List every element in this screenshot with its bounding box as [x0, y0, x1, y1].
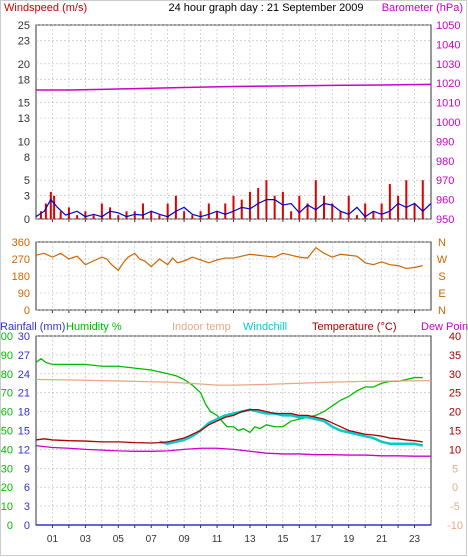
rain-tick: 3: [24, 501, 30, 513]
y-left-tick: 20: [18, 59, 30, 71]
humidity-tick: 30: [1, 463, 13, 475]
y-left-tick: 3: [24, 191, 30, 203]
y-right-tick: 1020: [436, 78, 460, 90]
humidity-tick: 10: [1, 501, 13, 513]
y-right-tick: 970: [436, 175, 454, 187]
x-tick-label: 11: [212, 534, 223, 545]
dew-point-line: [35, 444, 431, 457]
y-left-tick: 15: [18, 98, 30, 110]
y-left-tick: 5: [24, 175, 30, 187]
y-right-tick: 1050: [436, 20, 460, 32]
wind-direction-line: [35, 246, 423, 272]
rain-tick: 30: [18, 331, 30, 343]
y-right-tick: 960: [436, 195, 454, 207]
temp-tick: 15: [449, 426, 461, 438]
legend-item: Windchill: [243, 321, 287, 333]
temp-tick: -10: [447, 520, 463, 532]
rain-tick: 6: [24, 482, 30, 494]
legend-item: Humidity %: [66, 321, 122, 333]
chart-title: 24 hour graph day : 21 September 2009: [168, 2, 363, 14]
rain-tick: 0: [24, 520, 30, 532]
x-tick-label: 23: [409, 534, 421, 545]
y-left-tick: 8: [24, 152, 30, 164]
dir-left-tick: 90: [18, 288, 30, 300]
y-right-tick: 950: [436, 214, 454, 226]
y-left-tick: 23: [18, 36, 30, 48]
x-tick-label: 01: [47, 534, 59, 545]
dir-right-tick: E: [438, 288, 445, 300]
x-tick-label: 03: [80, 534, 92, 545]
right-axis-title: Barometer (hPa): [382, 2, 463, 14]
temp-tick: 35: [449, 350, 461, 362]
y-right-tick: 1040: [436, 39, 460, 51]
dir-left-tick: 180: [12, 271, 30, 283]
y-left-tick: 18: [18, 74, 30, 86]
temp-tick: 0: [452, 482, 458, 494]
rain-tick: 27: [18, 350, 30, 362]
humidity-tick: 100: [0, 331, 13, 343]
rain-tick: 12: [18, 444, 30, 456]
temp-tick: 40: [449, 331, 461, 343]
dir-left-tick: 0: [24, 305, 30, 317]
rain-tick: 9: [24, 463, 30, 475]
humidity-tick: 70: [1, 388, 13, 400]
avg-wind-line: [35, 198, 432, 218]
dir-left-tick: 270: [12, 254, 30, 266]
legend-item: Dew Point: [421, 321, 468, 333]
y-left-tick: 13: [18, 113, 30, 125]
barometer-line: [36, 83, 432, 91]
rain-tick: 18: [18, 407, 30, 419]
humidity-tick: 40: [1, 444, 13, 456]
temp-tick: 5: [452, 463, 458, 475]
x-tick-label: 15: [277, 534, 289, 545]
left-axis-title: Windspeed (m/s): [4, 2, 87, 14]
x-tick-label: 13: [244, 534, 256, 545]
x-tick-label: 07: [146, 534, 158, 545]
x-tick-label: 09: [179, 534, 191, 545]
y-right-tick: 980: [436, 156, 454, 168]
y-right-tick: 1000: [436, 117, 460, 129]
legend-item: Temperature (°C): [312, 321, 396, 333]
dir-right-tick: N: [438, 237, 446, 249]
humidity-tick: 80: [1, 369, 13, 381]
humidity-line: [35, 357, 423, 434]
humidity-tick: 0: [7, 520, 13, 532]
y-left-tick: 0: [24, 214, 30, 226]
y-right-tick: 1010: [436, 98, 460, 110]
x-tick-label: 21: [376, 534, 388, 545]
x-tick-label: 19: [343, 534, 355, 545]
temp-tick: 20: [449, 407, 461, 419]
temp-tick: 10: [449, 444, 461, 456]
temp-tick: 25: [449, 388, 461, 400]
y-left-tick: 25: [18, 20, 30, 32]
dir-left-tick: 360: [12, 237, 30, 249]
y-right-tick: 990: [436, 136, 454, 148]
dir-right-tick: W: [437, 254, 448, 266]
dir-right-tick: N: [438, 305, 446, 317]
temp-tick: -5: [450, 501, 460, 513]
legend-item: Rainfall (mm): [0, 321, 65, 333]
humidity-tick: 60: [1, 407, 13, 419]
y-right-tick: 1030: [436, 59, 460, 71]
rain-tick: 15: [18, 426, 30, 438]
x-tick-label: 17: [310, 534, 322, 545]
humidity-tick: 20: [1, 482, 13, 494]
x-tick-label: 05: [113, 534, 125, 545]
rain-tick: 24: [18, 369, 30, 381]
temp-tick: 30: [449, 369, 461, 381]
humidity-tick: 90: [1, 350, 13, 362]
rain-tick: 21: [18, 388, 30, 400]
dir-right-tick: S: [438, 271, 445, 283]
legend-item: Indoor temp: [172, 321, 231, 333]
temperature-line: [35, 409, 423, 444]
y-left-tick: 10: [18, 136, 30, 148]
humidity-tick: 50: [1, 426, 13, 438]
indoor-temp-line: [35, 378, 432, 386]
